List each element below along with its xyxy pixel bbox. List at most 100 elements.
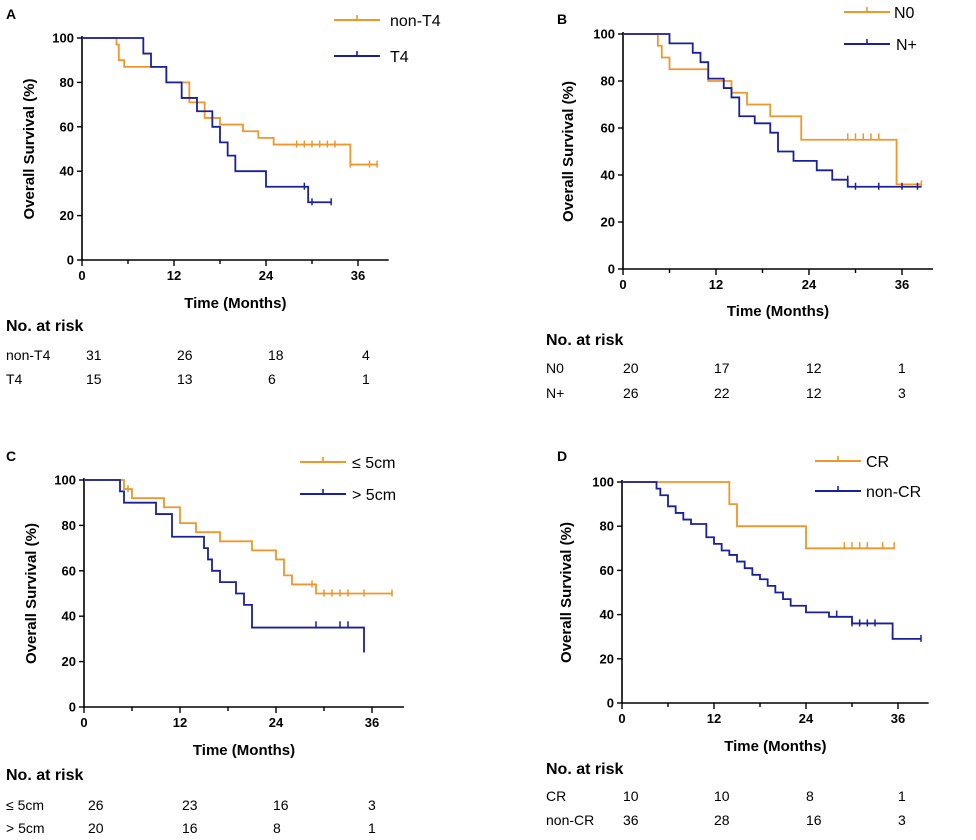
risk-value: 20: [623, 360, 639, 376]
panel-letter: C: [6, 448, 16, 464]
x-tick-label: 24: [802, 277, 817, 292]
y-tick-label: 100: [593, 27, 615, 42]
risk-value: 3: [368, 797, 376, 813]
x-axis-title: Time (Months): [193, 742, 295, 759]
y-tick-label: 0: [67, 253, 74, 268]
x-tick-label: 24: [269, 715, 284, 730]
legend-label: non-T4: [390, 13, 441, 30]
risk-value: 13: [177, 371, 193, 387]
x-tick-label: 0: [78, 268, 85, 283]
risk-value: 8: [806, 788, 814, 804]
risk-value: 26: [623, 385, 639, 401]
y-tick-label: 20: [62, 654, 76, 669]
risk-value: 16: [273, 797, 289, 813]
legend-label: CR: [866, 454, 889, 471]
y-tick-label: 100: [52, 31, 74, 46]
risk-value: 18: [268, 347, 284, 363]
y-tick-label: 40: [600, 607, 614, 622]
panel-b: B 0 20 40 60 80 100 0 12 24 36 Time (Months) Overall…: [546, 5, 933, 401]
risk-value: 15: [86, 371, 102, 387]
risk-value: 12: [806, 385, 822, 401]
y-tick-label: 0: [69, 700, 76, 715]
survival-curve-1: [622, 481, 895, 550]
x-tick-label: 12: [709, 277, 723, 292]
y-tick-label: 40: [601, 168, 615, 183]
risk-value: 26: [88, 797, 104, 813]
legend-label: ≤ 5cm: [352, 455, 395, 472]
x-axis-title: Time (Months): [724, 738, 826, 755]
survival-curve-1: [82, 37, 378, 166]
x-tick-label: 0: [80, 715, 87, 730]
y-axis-title: Overall Survival (%): [23, 523, 40, 664]
x-tick-label: 12: [173, 715, 187, 730]
y-tick-label: 80: [62, 518, 76, 533]
y-tick-label: 60: [60, 119, 74, 134]
risk-row-label: N+: [546, 385, 564, 401]
y-tick-label: 20: [60, 208, 74, 223]
risk-value: 23: [182, 797, 198, 813]
x-tick-label: 24: [799, 711, 814, 726]
survival-curve-1: [84, 479, 392, 595]
survival-curve-2: [622, 481, 921, 640]
y-tick-label: 20: [601, 215, 615, 230]
y-axis-title: Overall Survival (%): [558, 522, 575, 663]
panel-d: D 0 20 40 60 80 100 0 12 24 36 Time (Months) Overall…: [546, 448, 929, 828]
risk-value: 1: [898, 360, 906, 376]
x-tick-label: 0: [618, 711, 625, 726]
y-tick-label: 60: [62, 563, 76, 578]
risk-value: 12: [806, 360, 822, 376]
y-tick-label: 80: [600, 519, 614, 534]
risk-row-label: non-T4: [6, 347, 51, 363]
risk-value: 1: [362, 371, 370, 387]
panel-letter: A: [6, 6, 16, 22]
panel-c: C 0 20 40 60 80 100 0 12 24 36 Time (Months) Overall…: [6, 448, 404, 836]
risk-value: 1: [898, 788, 906, 804]
risk-table-title: No. at risk: [6, 318, 83, 335]
risk-table-title: No. at risk: [6, 767, 83, 784]
legend-label: T4: [390, 49, 409, 66]
risk-table-title: No. at risk: [546, 332, 623, 349]
x-axis-title: Time (Months): [184, 295, 286, 312]
risk-value: 20: [88, 820, 104, 836]
x-tick-label: 36: [365, 715, 379, 730]
risk-row-label: T4: [6, 371, 23, 387]
legend-label: N0: [894, 5, 915, 22]
x-tick-label: 12: [167, 268, 181, 283]
risk-value: 16: [806, 812, 822, 828]
y-tick-label: 20: [600, 651, 614, 666]
y-axis-title: Overall Survival (%): [560, 81, 577, 222]
risk-row-label: ≤ 5cm: [6, 797, 44, 813]
survival-curve-2: [82, 37, 332, 204]
y-tick-label: 80: [601, 74, 615, 89]
y-tick-label: 40: [62, 609, 76, 624]
x-tick-label: 36: [891, 711, 905, 726]
risk-value: 36: [623, 812, 639, 828]
risk-value: 22: [714, 385, 730, 401]
risk-value: 17: [714, 360, 730, 376]
panel-letter: D: [557, 448, 567, 464]
risk-value: 31: [86, 347, 102, 363]
risk-value: 3: [898, 812, 906, 828]
panel-a: A 0 20 40 60 80 100 0 12 24 36 Time (Months) Overall…: [6, 6, 441, 387]
risk-row-label: CR: [546, 788, 566, 804]
risk-value: 26: [177, 347, 193, 363]
legend-label: > 5cm: [352, 487, 396, 504]
x-axis-title: Time (Months): [727, 303, 829, 320]
risk-value: 16: [182, 820, 198, 836]
x-tick-label: 24: [259, 268, 274, 283]
x-tick-label: 36: [351, 268, 365, 283]
y-tick-label: 0: [607, 696, 614, 711]
y-tick-label: 40: [60, 164, 74, 179]
x-tick-label: 36: [895, 277, 909, 292]
survival-curve-1: [623, 33, 922, 186]
survival-curve-2: [84, 479, 365, 653]
risk-value: 10: [714, 788, 730, 804]
risk-value: 1: [368, 820, 376, 836]
risk-value: 10: [623, 788, 639, 804]
risk-row-label: N0: [546, 360, 564, 376]
risk-value: 8: [273, 820, 281, 836]
risk-row-label: non-CR: [546, 812, 594, 828]
risk-row-label: > 5cm: [6, 820, 45, 836]
risk-value: 3: [898, 385, 906, 401]
x-tick-label: 0: [619, 277, 626, 292]
